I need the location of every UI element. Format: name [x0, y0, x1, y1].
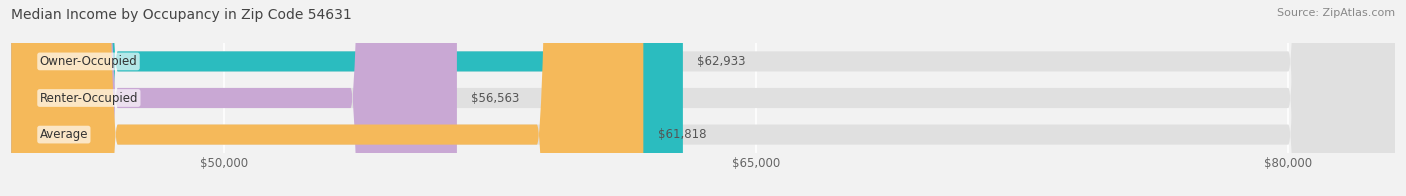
FancyBboxPatch shape [11, 0, 644, 196]
Text: $62,933: $62,933 [697, 55, 745, 68]
FancyBboxPatch shape [11, 0, 1395, 196]
Text: Median Income by Occupancy in Zip Code 54631: Median Income by Occupancy in Zip Code 5… [11, 8, 352, 22]
FancyBboxPatch shape [11, 0, 457, 196]
Text: $56,563: $56,563 [471, 92, 519, 104]
Text: Average: Average [39, 128, 89, 141]
FancyBboxPatch shape [11, 0, 683, 196]
Text: Source: ZipAtlas.com: Source: ZipAtlas.com [1277, 8, 1395, 18]
FancyBboxPatch shape [11, 0, 1395, 196]
FancyBboxPatch shape [11, 0, 1395, 196]
Text: $61,818: $61,818 [658, 128, 706, 141]
Text: Renter-Occupied: Renter-Occupied [39, 92, 138, 104]
Text: Owner-Occupied: Owner-Occupied [39, 55, 138, 68]
